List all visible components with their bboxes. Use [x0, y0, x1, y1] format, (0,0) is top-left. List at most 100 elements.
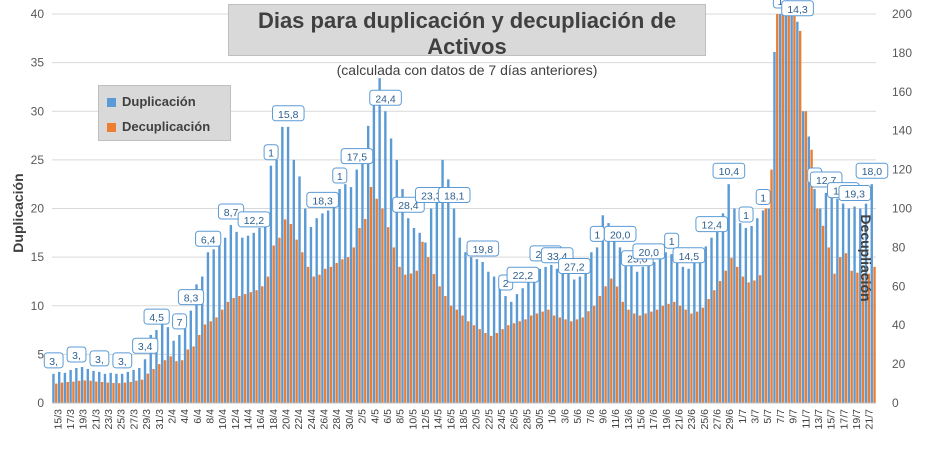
x-tick-label: 19/7: [851, 409, 863, 430]
data-label-duplicacion: 2: [503, 278, 509, 290]
data-label-box-duplicacion: [558, 257, 591, 274]
x-tick-label: 6/4: [192, 409, 204, 424]
bar-decuplicacion: [455, 309, 459, 403]
bar-decuplicacion: [575, 319, 579, 403]
y-right-tick-label: 60: [892, 279, 906, 293]
bar-duplicacion: [515, 294, 519, 403]
bar-duplicacion: [120, 373, 124, 403]
bar-duplicacion: [870, 184, 873, 403]
x-tick-label: 6/5: [382, 409, 394, 424]
bar-duplicacion: [298, 176, 301, 403]
bar-decuplicacion: [89, 380, 92, 403]
bar-decuplicacion: [684, 309, 687, 403]
bar-duplicacion: [613, 227, 616, 403]
bar-duplicacion: [859, 208, 862, 403]
bar-duplicacion: [595, 247, 599, 403]
bar-decuplicacion: [283, 219, 287, 403]
y-left-tick-label: 15: [31, 250, 45, 264]
bar-duplicacion: [332, 198, 336, 403]
bar-decuplicacion: [404, 274, 407, 403]
bar-decuplicacion: [369, 186, 373, 403]
x-tick-label: 2/5: [357, 409, 369, 424]
bar-decuplicacion: [747, 282, 750, 403]
bar-duplicacion: [452, 208, 456, 403]
bar-decuplicacion: [804, 111, 808, 403]
data-label-box-duplicacion: [672, 247, 706, 264]
bar-duplicacion: [304, 208, 307, 403]
bar-duplicacion: [269, 165, 273, 403]
bar-decuplicacion: [518, 321, 521, 403]
bar-decuplicacion: [346, 257, 350, 403]
bar-duplicacion: [630, 261, 633, 403]
x-tick-label: 12/4: [230, 409, 242, 430]
bar-duplicacion: [836, 198, 839, 403]
bar-decuplicacion: [438, 286, 441, 403]
x-tick-label: 12/5: [420, 409, 432, 430]
bar-decuplicacion: [478, 329, 481, 403]
bar-duplicacion: [761, 210, 765, 403]
data-label-duplicacion: 12,2: [244, 215, 265, 227]
bar-duplicacion: [315, 218, 318, 403]
x-tick-label: 26/4: [319, 409, 331, 430]
bar-decuplicacion: [489, 335, 493, 403]
x-tick-label: 20/5: [471, 409, 483, 430]
x-tick-label: 27/3: [128, 409, 140, 430]
chart-subtitle: (calculada con datos de 7 días anteriore…: [336, 62, 598, 78]
bar-duplicacion: [813, 189, 816, 403]
bar-duplicacion: [469, 257, 473, 403]
bar-duplicacion: [281, 126, 284, 403]
bar-duplicacion: [384, 111, 387, 403]
bar-duplicacion: [418, 232, 421, 403]
bar-duplicacion: [498, 282, 501, 403]
bar-decuplicacion: [295, 239, 298, 403]
bar-duplicacion: [395, 159, 398, 403]
data-label-box-duplicacion: [755, 188, 771, 205]
bar-duplicacion: [864, 203, 868, 403]
bar-duplicacion: [847, 208, 851, 403]
data-label-box-duplicacion: [132, 337, 159, 354]
bar-duplicacion: [435, 198, 439, 403]
bar-decuplicacion: [627, 309, 630, 403]
bar-decuplicacion: [123, 382, 127, 403]
bar-duplicacion: [149, 334, 152, 403]
bar-decuplicacion: [352, 247, 356, 403]
bar-decuplicacion: [524, 319, 527, 403]
bar-decuplicacion: [386, 227, 390, 403]
bar-decuplicacion: [535, 313, 539, 403]
bar-duplicacion: [441, 159, 444, 403]
x-tick-label: 3/6: [559, 409, 571, 424]
bar-duplicacion: [206, 252, 210, 403]
bar-duplicacion: [143, 359, 147, 403]
bar-duplicacion: [733, 208, 736, 403]
bar-duplicacion: [607, 223, 610, 403]
bar-duplicacion: [178, 334, 181, 403]
x-tick-label: 13/7: [813, 409, 825, 430]
bar-decuplicacion: [604, 286, 607, 403]
bar-duplicacion: [590, 252, 593, 403]
legend-label-decuplicacion: Decuplicación: [122, 119, 211, 134]
bar-duplicacion: [641, 266, 645, 403]
bar-decuplicacion: [381, 208, 384, 403]
x-tick-label: 22/5: [483, 409, 495, 430]
bar-decuplicacion: [592, 305, 596, 403]
data-label-box-duplicacion: [506, 266, 540, 283]
x-tick-label: 15/3: [52, 409, 64, 430]
bar-duplicacion: [521, 288, 524, 403]
x-tick-label: 15/6: [635, 409, 647, 430]
x-tick-label: 9/7: [788, 409, 800, 424]
bar-duplicacion: [807, 136, 810, 403]
bar-duplicacion: [561, 263, 564, 403]
bar-duplicacion: [527, 281, 530, 403]
bar-duplicacion: [372, 91, 376, 404]
data-label-duplicacion: 27,2: [564, 261, 585, 273]
x-tick-label: 24/4: [306, 409, 318, 430]
bar-duplicacion: [664, 252, 667, 403]
bar-decuplicacion: [587, 311, 590, 403]
bar-duplicacion: [624, 259, 627, 403]
y-right-tick-label: 180: [892, 46, 912, 60]
bar-duplicacion: [326, 210, 330, 403]
bar-duplicacion: [555, 268, 559, 403]
bar-duplicacion: [538, 268, 542, 403]
bar-duplicacion: [201, 276, 204, 403]
bar-duplicacion: [344, 184, 347, 403]
